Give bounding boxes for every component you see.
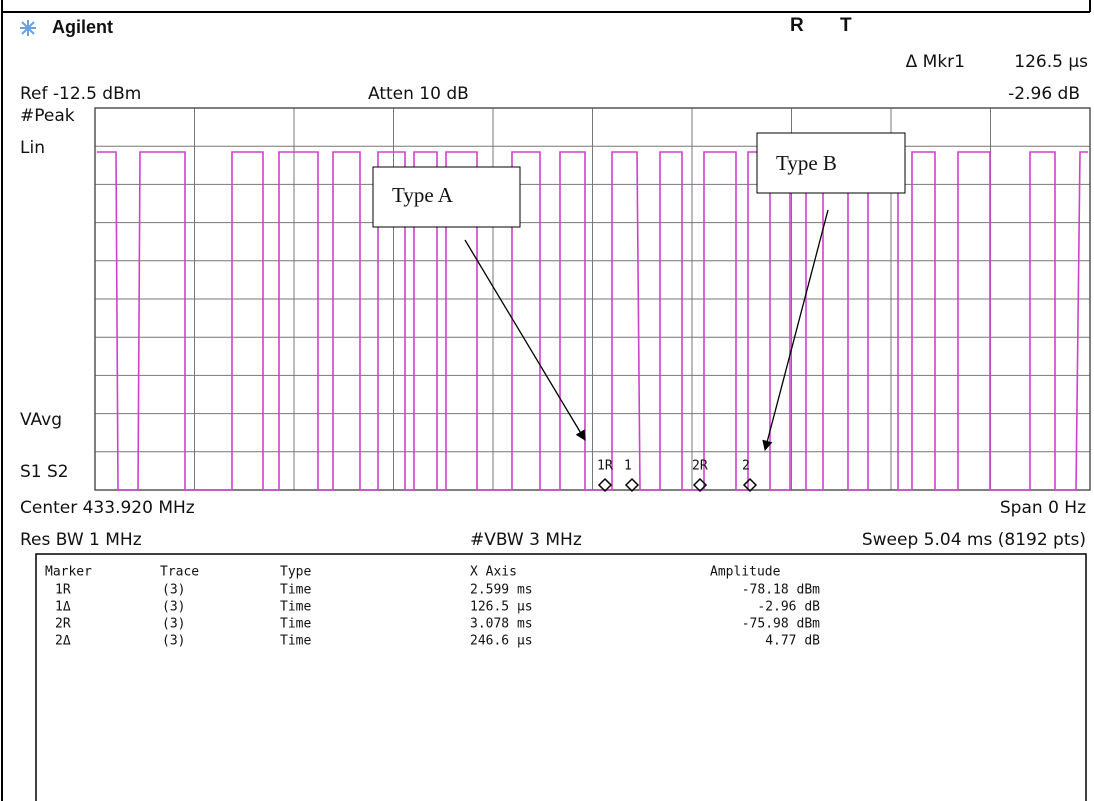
annotation: Type B [776,151,837,175]
column-header: Trace [160,565,199,580]
marker-label: 1R [597,459,613,474]
table-cell: Time [280,600,311,615]
column-header: Marker [45,565,92,580]
marker-diamond [624,477,640,493]
marker-label: 2 [742,459,750,474]
table-cell: (3) [162,634,185,649]
table-cell: Time [280,634,311,649]
detector: #Peak [20,106,75,126]
marker-table-box [35,553,1087,801]
ref-level: Ref -12.5 dBm [20,84,141,104]
table-cell: 246.6 µs [470,634,533,649]
annotation: Type A [392,183,454,207]
graticule [95,108,1090,490]
table-cell: 126.5 µs [470,600,533,615]
column-header: Amplitude [710,565,781,580]
span: Span 0 Hz [1000,498,1086,518]
table-cell: 3.078 ms [470,617,533,632]
marker-diamond [692,477,708,493]
table-cell: -78.18 dBm [742,583,820,598]
column-header: X Axis [470,565,517,580]
table-cell: Time [280,583,311,598]
res-bw: Res BW 1 MHz [20,530,142,550]
table-cell: -2.96 dB [757,600,820,615]
marker-label: Δ Mkr1 [906,52,965,72]
arrow [464,239,586,441]
table-cell: 2.599 ms [470,583,533,598]
table-cell: (3) [162,617,185,632]
table-cell: Time [280,617,311,632]
r-indicator: R [790,15,804,36]
column-header: Type [280,565,311,580]
table-cell: (3) [162,583,185,598]
table-cell: (3) [162,600,185,615]
scale: Lin [20,138,45,158]
arrow [762,209,829,452]
logo [20,20,36,36]
center-freq: Center 433.920 MHz [20,498,195,518]
marker-y: -2.96 dB [1008,84,1080,104]
vbw: #VBW 3 MHz [470,530,582,550]
marker-x: 126.5 µs [1014,52,1088,72]
table-cell: 2Δ [55,634,71,649]
brand: Agilent [52,17,113,37]
table-cell: 2R [55,617,71,632]
annotation-box [372,166,521,228]
marker-diamond [742,477,758,493]
s1-s2: S1 S2 [20,462,69,482]
marker-diamond [597,477,613,493]
trace [97,151,1088,491]
marker-label: 1 [624,459,632,474]
annotation-box [756,132,906,194]
table-cell: 4.77 dB [765,634,820,649]
marker-label: 2R [692,459,708,474]
marker-table: Marker Trace Type X Axis Amplitude 1R (3) Time 2… [45,565,820,649]
sweep: Sweep 5.04 ms (8192 pts) [862,530,1086,550]
vavg: VAvg [20,410,62,430]
table-cell: 1R [55,583,71,598]
t-indicator: T [840,15,852,36]
table-cell: -75.98 dBm [742,617,820,632]
table-cell: 1Δ [55,600,71,615]
marker-glyphs: 1R 1 2R 2 [597,459,758,493]
attenuation: Atten 10 dB [368,84,469,104]
